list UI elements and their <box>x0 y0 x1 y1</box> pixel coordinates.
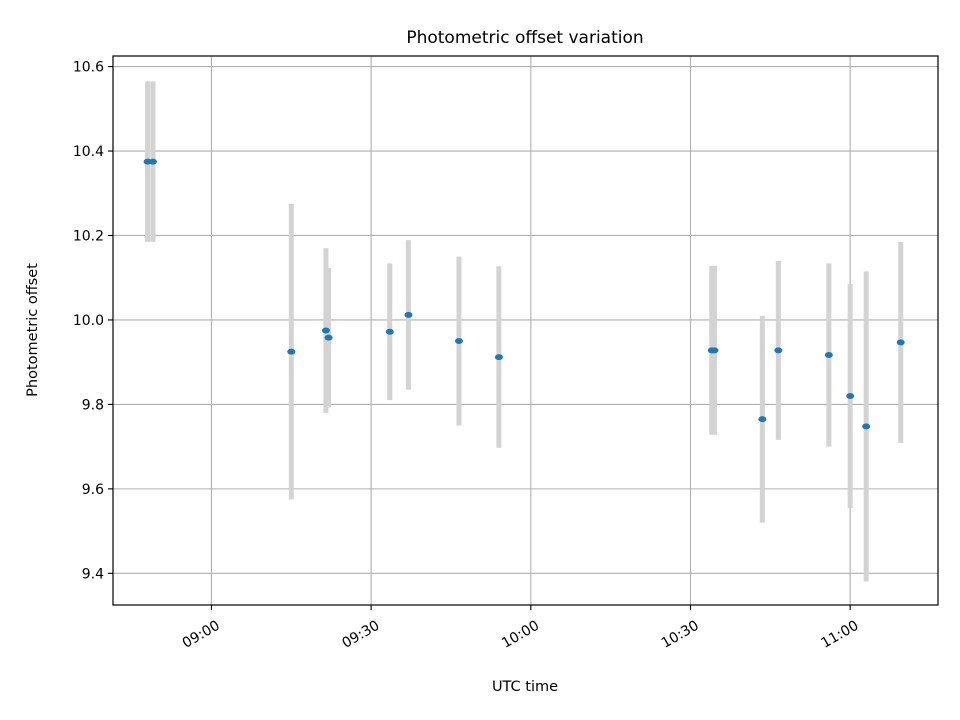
y-tick-label: 9.8 <box>82 397 104 413</box>
data-point <box>324 334 333 341</box>
y-axis-label: Photometric offset <box>25 263 41 397</box>
y-tick-label: 10.2 <box>73 228 104 244</box>
data-point <box>846 392 855 399</box>
y-axis-ticks: 9.4 9.6 9.8 10.0 10.2 10.4 10.6 <box>73 60 113 582</box>
data-point <box>896 339 905 346</box>
data-point <box>774 347 783 354</box>
y-tick-label: 9.4 <box>82 566 104 582</box>
y-tick-label: 10.6 <box>73 60 104 76</box>
data-point <box>321 327 330 334</box>
data-point <box>404 311 413 318</box>
data-point <box>862 423 871 430</box>
chart-title: Photometric offset variation <box>406 28 643 48</box>
grid-lines <box>113 56 938 605</box>
plot-frame <box>112 55 939 606</box>
y-tick-label: 9.6 <box>82 482 104 498</box>
data-point <box>385 328 394 335</box>
data-point <box>148 158 157 165</box>
data-point <box>494 354 503 361</box>
y-tick-label: 10.0 <box>73 313 104 329</box>
y-tick-label: 10.4 <box>73 144 104 160</box>
data-point <box>454 338 463 345</box>
data-point <box>758 416 767 423</box>
data-points <box>143 158 905 430</box>
data-point <box>710 347 719 354</box>
x-axis-label: UTC time <box>492 679 558 695</box>
data-point <box>287 348 296 355</box>
data-point <box>824 351 833 358</box>
